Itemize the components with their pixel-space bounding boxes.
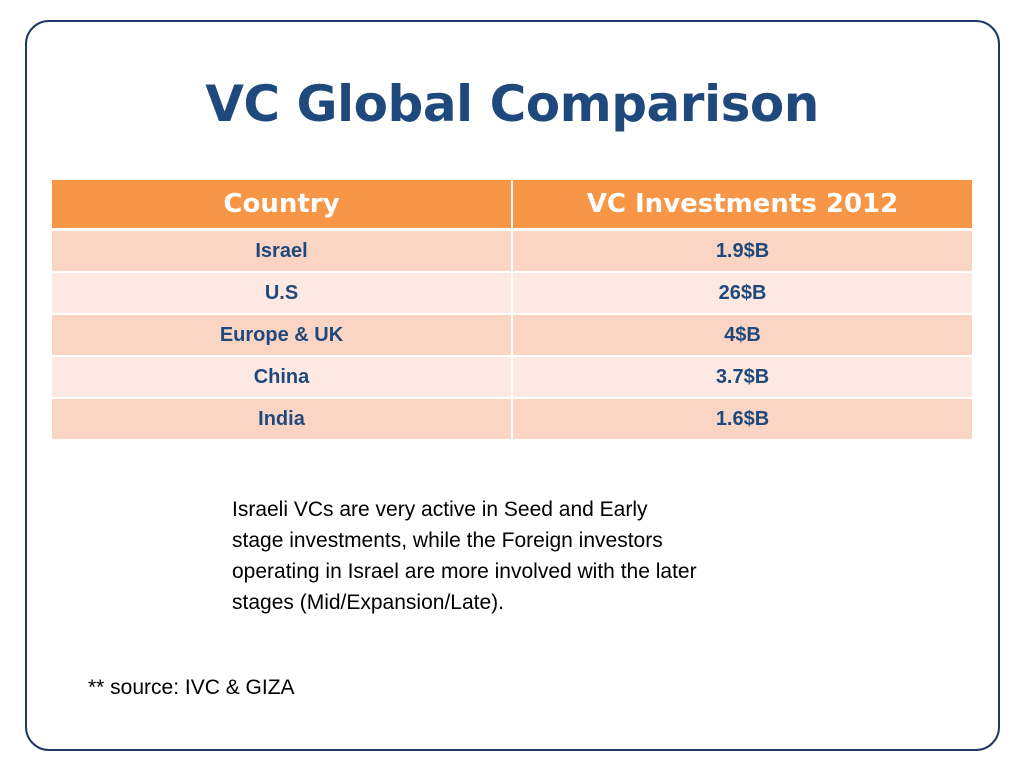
investment-cell: 1.6$B [512, 398, 972, 441]
investment-cell: 26$B [512, 272, 972, 315]
table-row: India 1.6$B [52, 398, 972, 441]
investment-cell: 4$B [512, 314, 972, 357]
country-cell: India [52, 398, 513, 441]
table-row: Israel 1.9$B [52, 229, 972, 273]
vc-comparison-table: Country VC Investments 2012 Israel 1.9$B… [52, 180, 972, 441]
table-row: China 3.7$B [52, 356, 972, 399]
source-footnote: ** source: IVC & GIZA [88, 676, 295, 699]
table-row: Europe & UK 4$B [52, 314, 972, 357]
investment-cell: 1.9$B [512, 229, 972, 273]
country-cell: China [52, 356, 513, 399]
slide-title: VC Global Comparison [205, 75, 819, 133]
header-vc-investments: VC Investments 2012 [512, 180, 972, 231]
table-header-row: Country VC Investments 2012 [52, 180, 972, 231]
investment-note: Israeli VCs are very active in Seed and … [232, 498, 697, 614]
header-country: Country [52, 180, 513, 231]
investment-cell: 3.7$B [512, 356, 972, 399]
country-cell: Europe & UK [52, 314, 513, 357]
country-cell: U.S [52, 272, 513, 315]
table-row: U.S 26$B [52, 272, 972, 315]
country-cell: Israel [52, 229, 513, 273]
